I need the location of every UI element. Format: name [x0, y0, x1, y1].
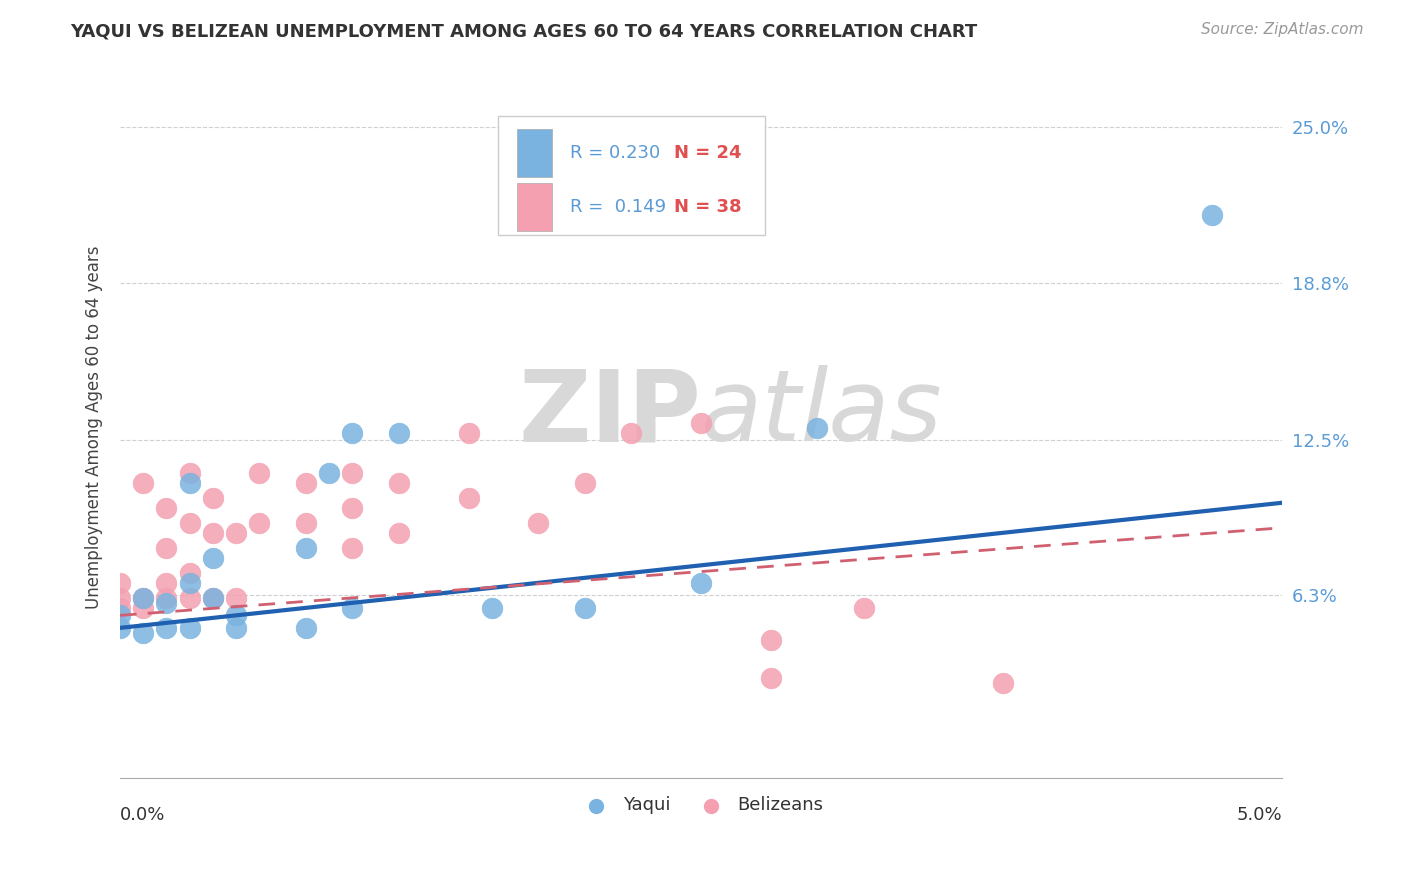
Point: [108, 575, 131, 590]
Point: [574, 475, 596, 490]
Point: [155, 500, 177, 515]
Point: [295, 516, 318, 530]
FancyBboxPatch shape: [517, 129, 553, 177]
Point: [295, 621, 318, 635]
Point: [179, 591, 201, 605]
FancyBboxPatch shape: [517, 183, 553, 231]
Point: [179, 475, 201, 490]
Point: [132, 475, 155, 490]
Point: [132, 591, 155, 605]
Point: [620, 425, 643, 440]
Point: [155, 591, 177, 605]
Point: [527, 516, 550, 530]
Point: [388, 525, 411, 540]
Text: 5.0%: 5.0%: [1236, 806, 1282, 824]
Text: atlas: atlas: [702, 365, 942, 462]
Point: [457, 491, 479, 505]
Text: N = 38: N = 38: [675, 198, 742, 216]
Point: [179, 516, 201, 530]
Point: [247, 466, 270, 480]
Point: [806, 421, 828, 435]
Point: [481, 600, 503, 615]
Point: [225, 591, 247, 605]
Point: [457, 425, 479, 440]
Point: [201, 591, 224, 605]
Point: [179, 566, 201, 580]
Point: [225, 621, 247, 635]
Text: ZIP: ZIP: [517, 365, 702, 462]
Point: [179, 575, 201, 590]
Point: [132, 626, 155, 640]
Point: [342, 425, 364, 440]
Point: [295, 541, 318, 555]
Point: [132, 591, 155, 605]
Point: [690, 575, 713, 590]
Point: [225, 525, 247, 540]
Point: [155, 541, 177, 555]
Point: [179, 466, 201, 480]
Point: [132, 600, 155, 615]
Text: N = 24: N = 24: [675, 145, 742, 162]
Text: R = 0.230: R = 0.230: [569, 145, 659, 162]
Text: 0.0%: 0.0%: [120, 806, 166, 824]
Point: [247, 516, 270, 530]
Point: [225, 608, 247, 623]
Text: Source: ZipAtlas.com: Source: ZipAtlas.com: [1201, 22, 1364, 37]
Point: [991, 676, 1014, 690]
Point: [388, 475, 411, 490]
Point: [342, 500, 364, 515]
Point: [852, 600, 875, 615]
Point: [155, 596, 177, 610]
Point: [108, 608, 131, 623]
Text: R =  0.149: R = 0.149: [569, 198, 665, 216]
Point: [690, 416, 713, 430]
Point: [342, 466, 364, 480]
Point: [108, 591, 131, 605]
Point: [295, 475, 318, 490]
Point: [759, 633, 782, 648]
Point: [155, 621, 177, 635]
Point: [179, 621, 201, 635]
Point: [759, 671, 782, 685]
Point: [201, 525, 224, 540]
Y-axis label: Unemployment Among Ages 60 to 64 years: Unemployment Among Ages 60 to 64 years: [86, 246, 103, 609]
Point: [342, 600, 364, 615]
Point: [201, 591, 224, 605]
Point: [155, 575, 177, 590]
Point: [342, 541, 364, 555]
Text: YAQUI VS BELIZEAN UNEMPLOYMENT AMONG AGES 60 TO 64 YEARS CORRELATION CHART: YAQUI VS BELIZEAN UNEMPLOYMENT AMONG AGE…: [70, 22, 977, 40]
Legend: Yaqui, Belizeans: Yaqui, Belizeans: [571, 789, 831, 822]
Point: [108, 600, 131, 615]
Point: [201, 491, 224, 505]
Point: [388, 425, 411, 440]
Point: [318, 466, 340, 480]
Point: [574, 600, 596, 615]
Point: [1201, 208, 1223, 222]
Point: [108, 621, 131, 635]
FancyBboxPatch shape: [498, 116, 765, 235]
Point: [201, 550, 224, 565]
